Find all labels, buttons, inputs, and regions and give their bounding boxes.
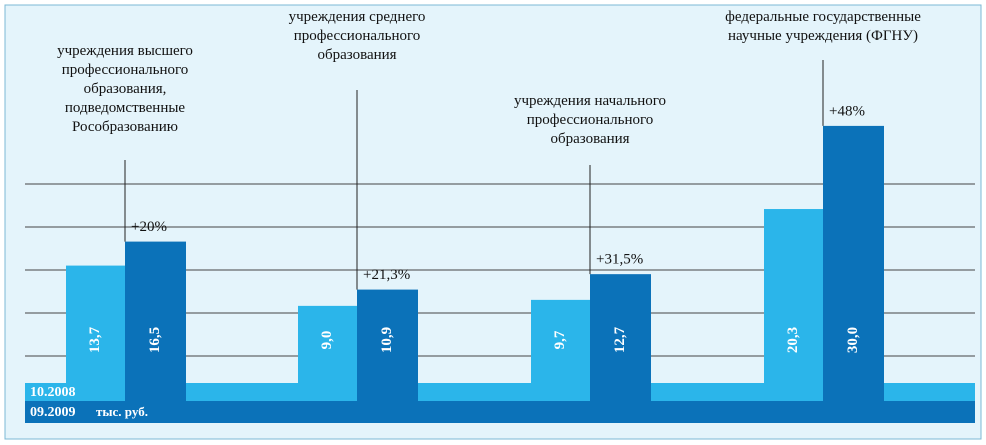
legend-label: 10.2008 — [30, 385, 76, 400]
bar — [357, 289, 418, 401]
bar — [66, 265, 125, 383]
legend-strip — [25, 383, 975, 401]
value-label: 16,5 — [147, 327, 163, 353]
value-label: 13,7 — [87, 326, 103, 353]
bar — [590, 274, 651, 401]
category-label: учреждения высшего профессионального обр… — [57, 43, 193, 135]
value-label: 30,0 — [845, 327, 861, 353]
value-label: 12,7 — [612, 326, 628, 353]
annotation: +48% — [829, 103, 865, 119]
bar — [531, 299, 590, 383]
bar — [823, 125, 884, 402]
unit-label: тыс. руб. — [96, 404, 148, 419]
annotation: +21,3% — [363, 267, 410, 283]
bar — [298, 305, 357, 383]
value-label: 20,3 — [785, 327, 801, 353]
category-label: федеральные государственные научные учре… — [725, 9, 921, 44]
legend-label: 09.2009 — [30, 405, 76, 420]
annotation: +31,5% — [596, 252, 643, 268]
value-label: 10,9 — [379, 327, 395, 353]
bar — [125, 241, 186, 401]
value-label: 9,7 — [552, 330, 568, 349]
bar — [764, 209, 823, 383]
annotation: +20% — [131, 219, 167, 235]
value-label: 9,0 — [319, 331, 335, 350]
legend-strip — [25, 401, 975, 423]
category-label: учреждения начального профессионального … — [513, 93, 667, 147]
category-label: учреждения среднего профессионального об… — [288, 9, 426, 63]
